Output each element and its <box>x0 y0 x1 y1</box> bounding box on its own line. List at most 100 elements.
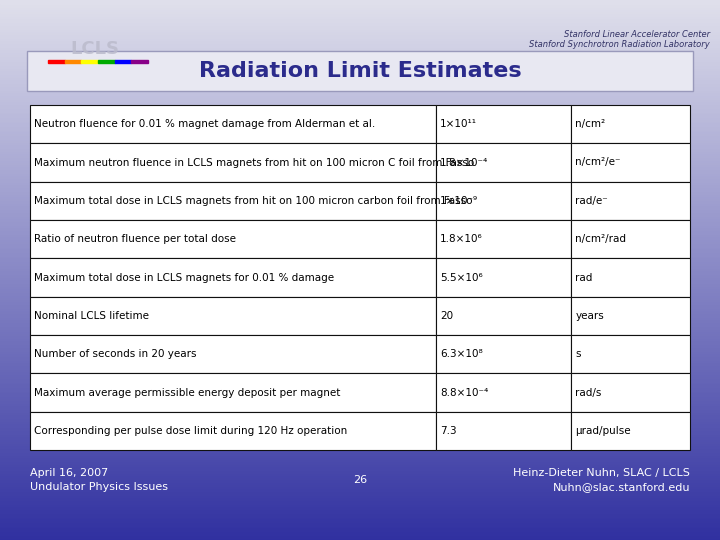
Text: Number of seconds in 20 years: Number of seconds in 20 years <box>34 349 197 359</box>
Bar <box>0 153 720 155</box>
Bar <box>0 45 720 47</box>
Bar <box>0 155 720 157</box>
Bar <box>0 178 720 180</box>
Bar <box>0 200 720 201</box>
Bar <box>0 306 720 308</box>
Bar <box>81 60 98 63</box>
Bar <box>0 295 720 297</box>
Bar <box>0 407 720 409</box>
Bar <box>0 493 720 495</box>
Bar <box>0 83 720 85</box>
Bar <box>0 144 720 146</box>
Bar <box>0 43 720 45</box>
Bar <box>0 113 720 115</box>
Bar <box>0 502 720 504</box>
Bar <box>0 504 720 506</box>
Bar <box>0 317 720 319</box>
Bar <box>0 308 720 309</box>
Bar <box>30 143 436 181</box>
Bar <box>0 481 720 482</box>
Bar <box>0 243 720 245</box>
Bar <box>0 423 720 425</box>
Bar <box>0 225 720 227</box>
Bar <box>30 373 436 411</box>
Bar <box>0 117 720 119</box>
Bar <box>0 32 720 34</box>
Bar <box>0 81 720 83</box>
Bar <box>0 112 720 113</box>
Bar <box>0 515 720 517</box>
Text: n/cm²/rad: n/cm²/rad <box>575 234 626 244</box>
Bar <box>0 443 720 444</box>
Text: rad/s: rad/s <box>575 388 602 397</box>
Bar <box>0 31 720 32</box>
Bar <box>0 115 720 117</box>
Bar <box>0 162 720 164</box>
Bar <box>571 411 690 450</box>
Text: 1×10¹¹: 1×10¹¹ <box>440 119 477 129</box>
Bar <box>30 181 436 220</box>
Bar <box>0 27 720 29</box>
Bar <box>0 477 720 479</box>
Bar <box>0 282 720 285</box>
Bar <box>0 135 720 137</box>
Bar <box>0 274 720 275</box>
Bar <box>0 265 720 266</box>
Bar <box>0 263 720 265</box>
Bar <box>0 50 720 52</box>
Bar <box>114 60 131 63</box>
Bar <box>0 495 720 497</box>
Bar <box>0 436 720 437</box>
Bar <box>0 20 720 22</box>
Bar <box>0 387 720 389</box>
Bar <box>0 137 720 139</box>
Bar <box>0 232 720 234</box>
Bar <box>0 293 720 295</box>
Bar <box>0 65 720 66</box>
Text: 5.5×10⁶: 5.5×10⁶ <box>440 273 482 282</box>
Bar <box>436 105 571 143</box>
Bar <box>0 99 720 101</box>
Bar <box>0 401 720 403</box>
Bar <box>0 204 720 205</box>
Bar <box>0 47 720 49</box>
Text: 1.8×10⁻⁴: 1.8×10⁻⁴ <box>440 158 488 167</box>
Bar <box>0 103 720 104</box>
Bar <box>0 412 720 414</box>
Bar <box>0 106 720 108</box>
Bar <box>0 12 720 15</box>
Text: Undulator Physics Issues: Undulator Physics Issues <box>30 482 168 492</box>
Bar <box>0 254 720 255</box>
Bar <box>0 196 720 198</box>
Bar <box>0 382 720 383</box>
Bar <box>0 417 720 420</box>
Bar <box>0 25 720 27</box>
Bar <box>0 261 720 263</box>
Bar <box>0 508 720 509</box>
Bar <box>571 143 690 181</box>
Bar <box>0 329 720 331</box>
Text: Maximum neutron fluence in LCLS magnets from hit on 100 micron C foil from Fasso: Maximum neutron fluence in LCLS magnets … <box>34 158 474 167</box>
Bar <box>0 459 720 461</box>
Bar <box>0 378 720 380</box>
Bar <box>30 105 436 143</box>
Bar <box>0 124 720 126</box>
Bar <box>0 189 720 191</box>
Bar <box>436 335 571 373</box>
Bar <box>0 328 720 329</box>
Bar <box>0 11 720 12</box>
Bar <box>0 212 720 214</box>
Bar <box>0 326 720 328</box>
Bar <box>0 409 720 410</box>
Bar <box>0 126 720 128</box>
Bar <box>0 464 720 466</box>
Bar <box>65 60 81 63</box>
Bar <box>0 108 720 110</box>
Bar <box>30 220 436 258</box>
Bar <box>0 270 720 272</box>
Bar <box>0 128 720 130</box>
Bar <box>571 373 690 411</box>
Bar <box>0 461 720 463</box>
Bar <box>0 236 720 238</box>
Bar <box>0 63 720 65</box>
